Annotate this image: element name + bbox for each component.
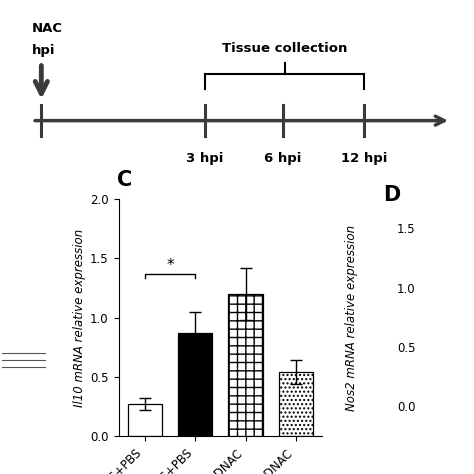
Bar bbox=[279, 372, 313, 436]
Text: 12 hpi: 12 hpi bbox=[341, 152, 388, 165]
Text: C: C bbox=[117, 170, 132, 190]
Text: Nos2 mRNA relative expression: Nos2 mRNA relative expression bbox=[346, 225, 358, 410]
Bar bbox=[228, 294, 263, 436]
Text: 1.5: 1.5 bbox=[397, 223, 416, 237]
Text: D: D bbox=[383, 185, 401, 205]
Bar bbox=[178, 333, 212, 436]
Bar bbox=[128, 404, 162, 436]
Text: 0.5: 0.5 bbox=[397, 342, 416, 355]
Y-axis label: Il10 mRNA relative expression: Il10 mRNA relative expression bbox=[73, 228, 86, 407]
Text: 6 hpi: 6 hpi bbox=[264, 152, 301, 165]
Text: NAC: NAC bbox=[32, 22, 63, 35]
Text: 0.0: 0.0 bbox=[397, 401, 416, 414]
Text: 1.0: 1.0 bbox=[397, 283, 416, 296]
Text: 3 hpi: 3 hpi bbox=[186, 152, 224, 165]
Text: hpi: hpi bbox=[32, 44, 56, 57]
Text: Tissue collection: Tissue collection bbox=[222, 42, 347, 55]
Text: *: * bbox=[166, 257, 174, 273]
